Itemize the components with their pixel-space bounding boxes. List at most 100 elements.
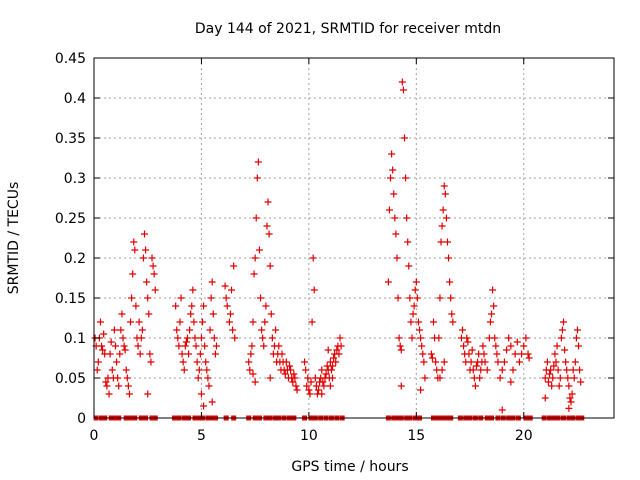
data-point [547,366,555,374]
data-point [196,350,204,358]
data-point [172,302,180,310]
data-point [460,342,468,350]
data-point [305,386,313,394]
data-point [553,342,561,350]
data-point [304,374,312,382]
data-point [548,382,556,390]
data-point [204,374,212,382]
data-point [191,334,199,342]
data-point [439,206,447,214]
data-point [132,302,140,310]
data-point [498,366,506,374]
data-point [428,354,436,362]
data-point [492,342,500,350]
data-point [194,374,202,382]
data-point [249,318,257,326]
data-point [173,326,181,334]
data-point [205,382,213,390]
data-point [200,302,208,310]
data-point [568,390,576,398]
data-point [440,182,448,190]
data-point [520,342,528,350]
data-point [565,382,573,390]
data-point [110,326,118,334]
data-point [115,382,123,390]
data-point [193,358,201,366]
x-tick-label: 20 [515,428,533,444]
data-point [443,238,451,246]
data-point [573,326,581,334]
data-point [524,350,532,358]
data-point [149,262,157,270]
data-point [207,294,215,302]
data-point [438,366,446,374]
data-point [144,390,152,398]
data-point [549,374,557,382]
data-point [200,402,208,410]
data-point [117,326,125,334]
data-point [102,378,110,386]
data-point [388,150,396,158]
data-point [490,302,498,310]
data-point [197,390,205,398]
plot-frame [93,57,615,419]
data-point [416,326,424,334]
data-point [488,310,496,318]
data-point [143,278,151,286]
data-point [509,366,517,374]
y-tick-label: 0.25 [55,211,86,227]
data-point [387,174,395,182]
data-point [413,294,421,302]
data-point [315,386,323,394]
data-point [561,346,569,354]
data-point [494,358,502,366]
data-point [430,318,438,326]
data-point [186,326,194,334]
data-point [392,230,400,238]
data-point [440,358,448,366]
data-point [107,338,115,346]
data-point [447,294,455,302]
data-point [427,350,435,358]
data-point [174,334,182,342]
data-point [575,342,583,350]
data-point [151,286,159,294]
data-point [253,174,261,182]
data-point [544,378,552,386]
data-point [229,326,237,334]
data-point [449,318,457,326]
data-point [257,294,265,302]
data-point [498,406,506,414]
data-point [260,342,268,350]
data-point [189,286,197,294]
data-point [221,282,229,290]
y-tick-label: 0.35 [55,131,86,147]
data-point [203,366,211,374]
x-tick-label: 15 [407,428,425,444]
data-point [302,366,310,374]
data-point [310,286,318,294]
data-point [403,214,411,222]
data-point [459,326,467,334]
data-point [287,366,295,374]
data-point [150,270,158,278]
data-point [266,262,274,270]
data-point [555,382,563,390]
data-point [389,166,397,174]
x-tick-label: 5 [197,428,206,444]
data-point [503,346,511,354]
axis-ticks: 0 0.05 0.1 0.15 0.2 0.25 0.3 0.35 0.4 0.45 0 5 10 15 2… [55,51,614,444]
data-point [513,338,521,346]
data-point [408,334,416,342]
data-point [190,318,198,326]
data-point [222,294,230,302]
data-point [319,378,327,386]
data-point [318,390,326,398]
data-point [421,374,429,382]
data-point [554,366,562,374]
data-point [103,382,111,390]
data-point [266,374,274,382]
data-point [320,382,328,390]
data-point [265,230,273,238]
data-point [125,390,133,398]
